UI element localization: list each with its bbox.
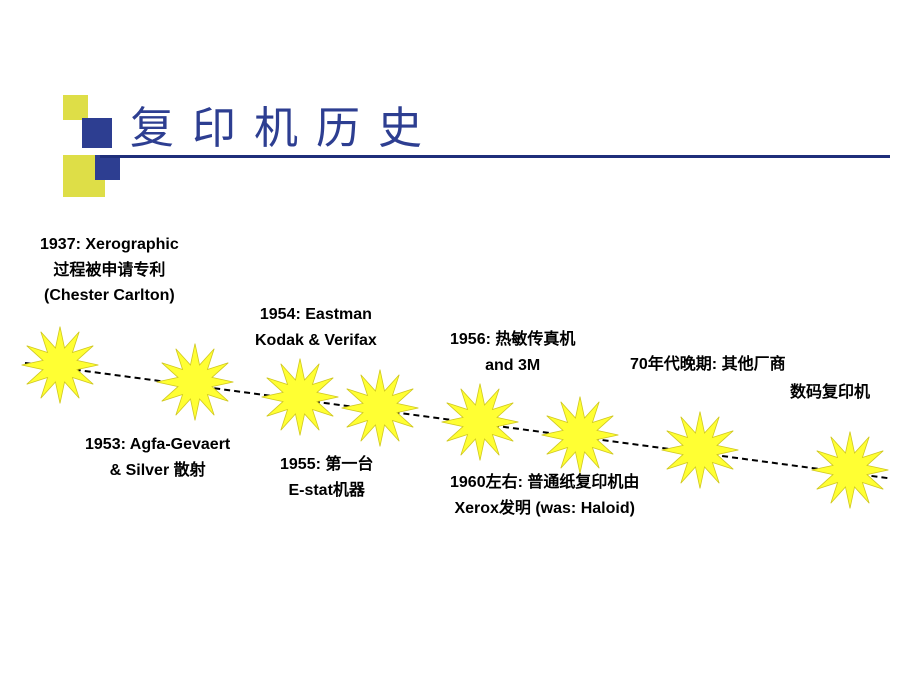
- title-square: [63, 95, 88, 120]
- timeline-star-icon: [440, 382, 520, 462]
- timeline-event-label: 1956: 热敏传真机and 3M: [450, 327, 575, 378]
- timeline-star-icon: [155, 342, 235, 422]
- timeline-star-icon: [20, 325, 100, 405]
- title-square: [95, 155, 120, 180]
- page-title: 复印机历史: [130, 92, 440, 156]
- timeline-event-label: 数码复印机: [790, 380, 870, 406]
- timeline-star-icon: [540, 395, 620, 475]
- timeline-star-icon: [810, 430, 890, 510]
- timeline-star-icon: [260, 357, 340, 437]
- timeline-event-label: 1953: Agfa-Gevaert& Silver 散射: [85, 432, 230, 483]
- timeline-star-icon: [660, 410, 740, 490]
- timeline-event-label: 1960左右: 普通纸复印机由Xerox发明 (was: Haloid): [450, 470, 639, 521]
- timeline-event-label: 1954: EastmanKodak & Verifax: [255, 302, 377, 353]
- title-square: [82, 118, 112, 148]
- timeline-event-label: 70年代晚期: 其他厂商: [630, 352, 786, 378]
- timeline-event-label: 1955: 第一台E-stat机器: [280, 452, 373, 503]
- timeline-event-label: 1937: Xerographic过程被申请专利(Chester Carlton…: [40, 232, 179, 309]
- title-underline: [100, 155, 890, 158]
- timeline-star-icon: [340, 368, 420, 448]
